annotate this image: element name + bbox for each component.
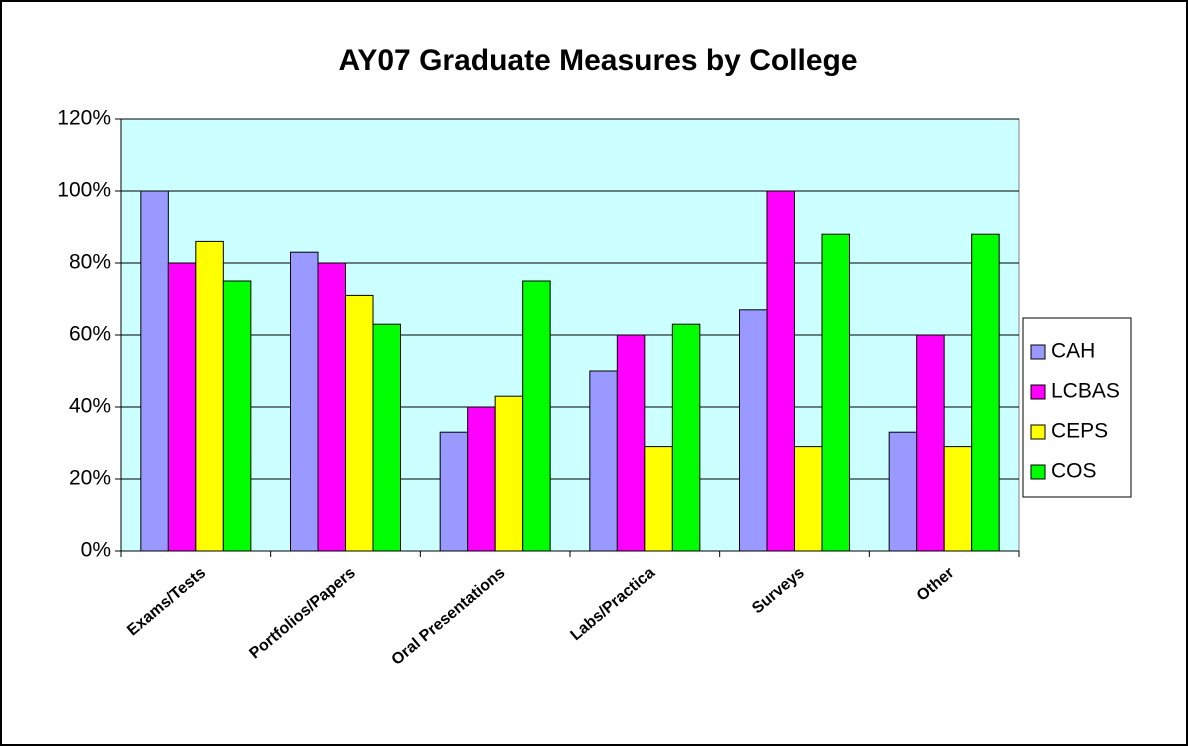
bar bbox=[766, 190, 795, 552]
y-tick-label: 40% bbox=[69, 395, 111, 418]
legend-label: CEPS bbox=[1051, 420, 1108, 443]
legend-label: LCBAS bbox=[1051, 380, 1120, 403]
y-tick-label: 120% bbox=[57, 107, 111, 130]
bar bbox=[167, 262, 197, 552]
bar bbox=[290, 251, 319, 552]
bar bbox=[671, 323, 701, 552]
bar bbox=[140, 190, 169, 552]
bar bbox=[821, 233, 850, 552]
bar bbox=[589, 370, 618, 552]
bar bbox=[439, 431, 469, 552]
bar bbox=[943, 446, 973, 552]
legend-label: CAH bbox=[1051, 340, 1095, 363]
bar bbox=[317, 262, 346, 552]
y-tick-label: 80% bbox=[69, 251, 111, 274]
y-tick-label: 100% bbox=[57, 179, 111, 202]
bar bbox=[916, 334, 945, 552]
bar bbox=[971, 233, 1000, 552]
bar bbox=[222, 280, 252, 552]
y-tick-label: 60% bbox=[69, 323, 111, 346]
bar bbox=[494, 395, 524, 552]
bar bbox=[794, 446, 823, 552]
bar bbox=[522, 280, 551, 552]
legend-swatch bbox=[1030, 464, 1046, 480]
bar bbox=[616, 334, 646, 552]
bar bbox=[195, 240, 224, 552]
legend-swatch bbox=[1030, 344, 1046, 360]
legend-label: COS bbox=[1051, 460, 1097, 483]
y-tick-label: 0% bbox=[81, 539, 111, 562]
chart-title: AY07 Graduate Measures by College bbox=[338, 44, 857, 77]
bar bbox=[345, 294, 374, 552]
bar bbox=[888, 431, 918, 552]
bar bbox=[739, 309, 768, 552]
bar bbox=[372, 323, 401, 552]
y-tick-label: 20% bbox=[69, 467, 111, 490]
bar bbox=[644, 446, 673, 552]
bar bbox=[467, 406, 496, 552]
legend-swatch bbox=[1030, 424, 1046, 440]
legend-swatch bbox=[1030, 384, 1046, 400]
